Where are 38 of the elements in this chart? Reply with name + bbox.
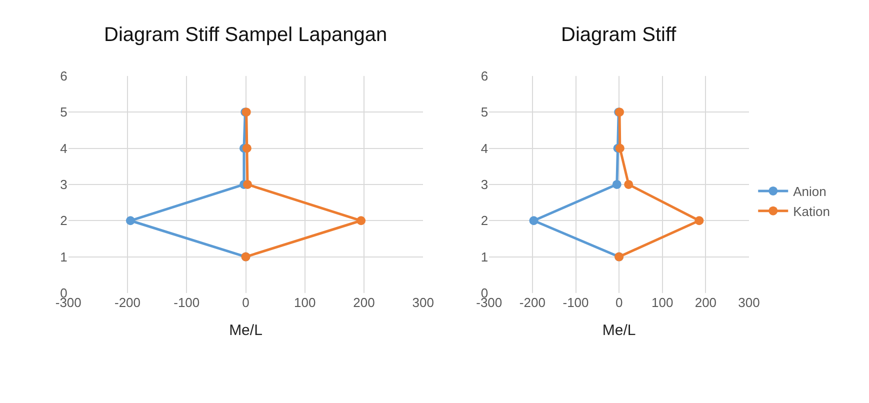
x-tick-label: 0	[242, 295, 250, 310]
point	[356, 216, 366, 226]
y-tick-label: 4	[60, 140, 68, 156]
x-axis-title: Me/L	[229, 322, 262, 339]
chart-title: Diagram Stiff	[561, 24, 677, 46]
x-tick-label: -100	[174, 295, 200, 310]
x-tick-label: 300	[738, 295, 760, 310]
point	[624, 180, 634, 189]
x-tick-label: 300	[412, 295, 434, 310]
point	[243, 180, 252, 189]
y-tick-label: 1	[60, 249, 68, 264]
x-tick-label: 100	[294, 295, 316, 310]
point	[529, 216, 538, 226]
point	[694, 216, 704, 226]
y-tick-label: 2	[60, 213, 68, 228]
point	[242, 144, 252, 153]
x-axis-title: Me/L	[602, 322, 636, 339]
y-tick-label: 5	[60, 104, 68, 120]
y-tick-label: 5	[480, 104, 488, 120]
x-tick-label: -200	[114, 295, 141, 310]
y-tick-label: 2	[480, 213, 488, 228]
x-tick-label: 200	[353, 295, 375, 310]
x-tick-label: -100	[562, 295, 589, 310]
x-tick-label: 200	[694, 295, 717, 310]
y-tick-label: 1	[480, 249, 488, 264]
point	[126, 216, 135, 226]
y-tick-label: 3	[60, 176, 68, 192]
y-tick-label: 3	[480, 176, 488, 192]
y-tick-label: 4	[480, 140, 488, 156]
x-tick-label: 0	[615, 295, 623, 310]
chart-title: Diagram Stiff Sampel Lapangan	[104, 24, 388, 46]
y-tick-label: 6	[480, 68, 488, 84]
legend-label: Anion	[793, 184, 826, 200]
y-tick-label: 6	[60, 68, 68, 84]
legend-label: Kation	[793, 204, 830, 219]
x-tick-label: -200	[519, 295, 546, 310]
x-tick-label: 100	[652, 295, 674, 310]
point	[612, 180, 622, 189]
